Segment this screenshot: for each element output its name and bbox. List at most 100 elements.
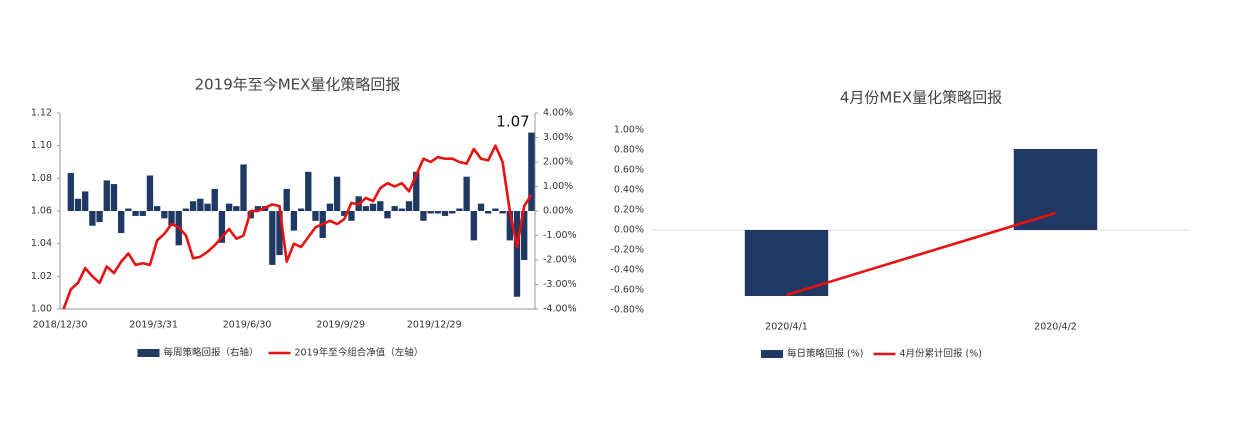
bar xyxy=(139,211,146,216)
legend-swatch xyxy=(761,350,783,358)
y2-tick-label: -1.00% xyxy=(543,230,577,241)
x-tick-label: 2018/12/30 xyxy=(33,320,88,331)
y-tick-label: 1.06 xyxy=(31,206,52,217)
bar xyxy=(197,198,204,211)
x-tick-label: 2019/3/31 xyxy=(129,320,178,331)
bar xyxy=(434,211,442,214)
bar xyxy=(189,201,197,211)
bar xyxy=(82,191,89,211)
bar xyxy=(96,211,103,223)
x-tick-label: 2020/4/2 xyxy=(1034,322,1077,333)
bar xyxy=(521,211,528,260)
bar xyxy=(146,175,154,211)
bar xyxy=(225,203,233,211)
line xyxy=(62,144,533,310)
bar xyxy=(506,211,513,241)
bar xyxy=(254,206,262,211)
bar xyxy=(182,208,190,211)
bar xyxy=(470,211,477,241)
bar xyxy=(312,211,319,221)
y2-tick-label: 0.00% xyxy=(543,206,573,217)
y2-tick-label: -3.00% xyxy=(543,279,577,290)
annotation: 1.07 xyxy=(496,113,529,131)
bar xyxy=(297,208,305,211)
bar xyxy=(89,211,96,226)
bar xyxy=(67,173,74,211)
bar xyxy=(384,211,391,219)
y-tick-label: 0.80% xyxy=(614,145,644,156)
bar xyxy=(276,211,283,256)
chart-title: 2019年至今MEX量化策略回报 xyxy=(195,76,401,94)
bar xyxy=(74,198,82,211)
bar xyxy=(362,206,370,211)
y-tick-label: -0.40% xyxy=(610,265,644,276)
y2-tick-label: -4.00% xyxy=(543,304,577,315)
bar xyxy=(103,180,110,211)
bar xyxy=(290,211,298,231)
bar xyxy=(118,211,125,234)
bar xyxy=(528,132,535,211)
bar xyxy=(341,211,348,216)
legend-label: 每周策略回报（右轴） xyxy=(164,347,259,359)
bar xyxy=(204,203,211,211)
bar xyxy=(348,211,355,221)
bar xyxy=(110,184,118,211)
y-tick-label: -0.20% xyxy=(610,245,644,256)
x-tick-label: 2019/6/30 xyxy=(223,320,272,331)
y2-tick-label: 1.00% xyxy=(543,181,573,192)
bar xyxy=(499,211,506,214)
y-tick-label: -0.60% xyxy=(610,285,644,296)
x-tick-label: 2019/9/29 xyxy=(316,320,365,331)
bar xyxy=(153,206,161,211)
y2-tick-label: 2.00% xyxy=(543,157,573,168)
y-tick-label: 1.02 xyxy=(31,271,52,282)
bar xyxy=(744,230,829,296)
y-tick-label: 0.60% xyxy=(614,165,644,176)
bar xyxy=(492,208,499,211)
y2-tick-label: 4.00% xyxy=(543,108,573,119)
bar xyxy=(513,211,521,297)
bar xyxy=(218,211,226,243)
y-tick-label: -0.80% xyxy=(610,305,644,316)
y2-tick-label: 3.00% xyxy=(543,132,573,143)
y-tick-label: 1.00% xyxy=(614,125,644,136)
bar xyxy=(233,206,240,211)
y-tick-label: 0.40% xyxy=(614,185,644,196)
y-tick-label: 0.20% xyxy=(614,205,644,216)
bar xyxy=(398,208,406,211)
bar xyxy=(369,203,377,211)
bar xyxy=(463,176,470,211)
bar xyxy=(391,206,398,211)
bar xyxy=(441,211,449,216)
bar xyxy=(125,208,132,211)
bar xyxy=(211,188,218,211)
y-tick-label: 1.12 xyxy=(31,108,52,119)
legend-swatch xyxy=(137,349,160,357)
y-tick-label: 1.10 xyxy=(31,140,52,151)
bar xyxy=(413,171,420,211)
bar xyxy=(305,171,312,211)
bar xyxy=(333,176,341,211)
x-tick-label: 2020/4/1 xyxy=(765,322,808,333)
bar xyxy=(283,188,290,211)
y-tick-label: 1.04 xyxy=(31,238,52,249)
legend-label: 2019年至今组合净值（左轴） xyxy=(295,347,424,359)
bar xyxy=(449,211,456,214)
bar xyxy=(269,211,276,265)
bar xyxy=(405,201,413,211)
bar xyxy=(477,203,485,211)
bar xyxy=(377,201,384,211)
bar xyxy=(168,211,175,226)
chart-title: 4月份MEX量化策略回报 xyxy=(840,89,1002,107)
bar xyxy=(161,211,168,219)
y2-tick-label: -2.00% xyxy=(543,255,577,266)
bar xyxy=(456,208,463,211)
line xyxy=(786,211,1056,297)
bar xyxy=(132,211,139,216)
x-tick-label: 2019/12/29 xyxy=(407,320,462,331)
y-tick-label: 1.00 xyxy=(31,304,52,315)
y-tick-label: 0.00% xyxy=(614,225,644,236)
bar xyxy=(240,164,247,211)
